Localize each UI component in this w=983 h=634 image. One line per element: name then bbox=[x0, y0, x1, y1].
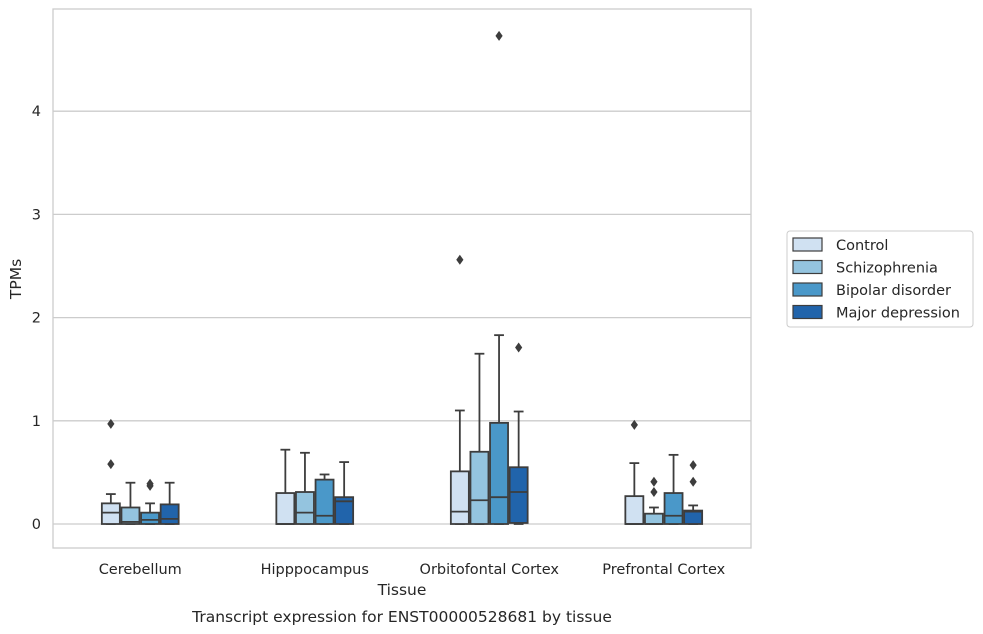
y-tick-label: 4 bbox=[32, 104, 41, 120]
box-3-3 bbox=[683, 460, 704, 525]
box-body bbox=[449, 470, 470, 525]
box-0-3 bbox=[159, 481, 180, 525]
figure-caption: Transcript expression for ENST0000052868… bbox=[191, 608, 612, 626]
y-tick-label: 0 bbox=[32, 517, 41, 533]
outlier-point bbox=[146, 478, 154, 489]
box-0-0 bbox=[100, 418, 121, 525]
legend-swatch bbox=[792, 237, 823, 252]
x-tick-label: Orbitofontal Cortex bbox=[420, 562, 560, 578]
outlier-point bbox=[630, 419, 638, 430]
box-body bbox=[469, 450, 490, 525]
legend-swatch bbox=[792, 282, 823, 297]
legend-swatch bbox=[792, 304, 823, 320]
box-body bbox=[683, 509, 704, 525]
box-body bbox=[314, 478, 335, 525]
box-1-3 bbox=[334, 461, 355, 525]
legend-label: Major depression bbox=[836, 306, 960, 322]
x-axis-label: Tissue bbox=[377, 581, 427, 599]
box-body bbox=[644, 512, 664, 525]
outlier-point bbox=[456, 254, 464, 265]
box-3-0 bbox=[624, 419, 645, 525]
box-body bbox=[275, 492, 296, 525]
grid-lines bbox=[53, 110, 751, 525]
box-body bbox=[295, 491, 315, 525]
box-body bbox=[508, 466, 529, 524]
outlier-point bbox=[515, 342, 523, 353]
box-0-1 bbox=[120, 481, 141, 525]
outlier-point bbox=[689, 460, 697, 471]
x-tick-label: Cerebellum bbox=[99, 562, 182, 578]
plot-frame bbox=[52, 8, 752, 549]
legend-label: Control bbox=[836, 238, 888, 254]
y-tick-label: 3 bbox=[32, 207, 41, 223]
x-tick-label: Hipppocampus bbox=[261, 562, 369, 578]
y-tick-label: 1 bbox=[32, 414, 41, 430]
y-tick-labels: 0 1 2 3 4 bbox=[32, 104, 41, 533]
box-2-0 bbox=[449, 254, 470, 525]
box-3-1 bbox=[644, 476, 664, 525]
box-body bbox=[334, 496, 355, 525]
box-body bbox=[120, 506, 141, 525]
box-0-2 bbox=[140, 478, 160, 525]
box-3-2 bbox=[663, 453, 684, 525]
box-body bbox=[100, 502, 121, 525]
legend: Control Schizophrenia Bipolar disorder Majo… bbox=[786, 230, 974, 328]
y-axis-label: TPMs bbox=[7, 259, 25, 300]
x-tick-labels: Cerebellum Hipppocampus Orbitofontal Corte… bbox=[99, 562, 726, 578]
box-2-3 bbox=[508, 342, 529, 525]
legend-frame bbox=[786, 230, 974, 328]
box-1-1 bbox=[295, 451, 315, 525]
box-2-2 bbox=[489, 30, 509, 525]
box-2-1 bbox=[469, 352, 490, 525]
outlier-point bbox=[107, 459, 115, 470]
legend-swatch bbox=[792, 259, 823, 275]
outlier-point bbox=[495, 30, 503, 41]
boxes-layer bbox=[100, 30, 704, 525]
box-body bbox=[663, 492, 684, 525]
outlier-point bbox=[107, 418, 115, 429]
outlier-point bbox=[689, 476, 697, 487]
outlier-point bbox=[650, 476, 658, 487]
box-1-0 bbox=[275, 448, 296, 525]
box-1-2 bbox=[314, 473, 335, 525]
box-body bbox=[624, 495, 645, 525]
legend-label: Bipolar disorder bbox=[836, 283, 951, 299]
box-body bbox=[159, 503, 180, 525]
box-body bbox=[140, 511, 160, 525]
legend-label: Schizophrenia bbox=[836, 261, 938, 277]
box-body bbox=[489, 421, 509, 525]
y-tick-label: 2 bbox=[32, 311, 41, 327]
outlier-point bbox=[650, 487, 658, 498]
x-tick-label: Prefrontal Cortex bbox=[602, 562, 725, 578]
